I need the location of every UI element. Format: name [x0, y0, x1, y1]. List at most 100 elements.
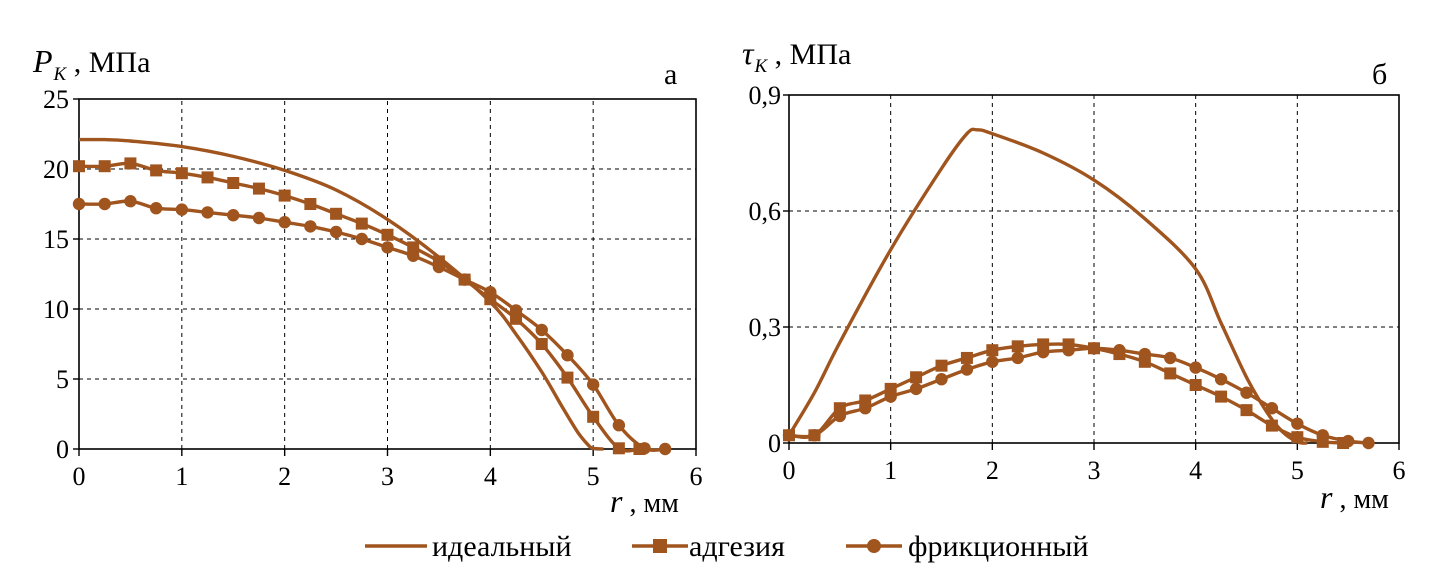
y-axis-label: τK , МПа: [742, 35, 851, 77]
data-point-circle-2: [833, 409, 847, 423]
legend-label-2: фрикционный: [908, 530, 1089, 563]
data-point-circle-1: [98, 197, 111, 211]
y-tick-label-1: 0,3: [749, 313, 782, 342]
chart-panel-b: 0 1 2 3 4 5 6 0 0,3 0,6 0,9 τK , МПа б r , мм: [742, 35, 1406, 515]
x-tick-label-1: 1: [884, 456, 897, 485]
data-point-circle-19: [1265, 402, 1279, 415]
data-point-circle-8: [986, 355, 999, 368]
series-line-square-1: [78, 161, 640, 453]
data-point-circle-23: [1362, 436, 1375, 450]
data-point-circle-4: [884, 390, 897, 403]
legend-label-1: адгезия: [689, 530, 785, 563]
x-axis-label: r , мм: [1320, 479, 1389, 515]
data-point-circle-21: [1316, 429, 1329, 442]
data-point-square-3: [150, 164, 163, 177]
panel-letter: а: [664, 58, 677, 91]
data-point-square-12: [381, 228, 394, 241]
y-tick-label-3: 15: [43, 225, 69, 254]
data-point-circle-9: [1011, 351, 1024, 365]
data-point-square-0: [73, 160, 85, 173]
data-point-circle-22: [1341, 434, 1355, 448]
data-point-circle-21: [612, 419, 626, 432]
x-tick-label-3: 3: [1088, 456, 1101, 485]
y-axis-label: PK , МПа: [32, 43, 150, 85]
x-tick-label-5: 5: [587, 462, 600, 491]
data-point-circle-11: [355, 232, 368, 246]
x-tick-label-4: 4: [1189, 456, 1202, 485]
data-point-square-17: [510, 312, 523, 325]
data-point-square-6: [935, 359, 948, 372]
data-point-circle-1: [808, 429, 821, 442]
y-tick-label-0: 0: [56, 435, 69, 464]
legend: идеальный адгезия фрикционный: [365, 530, 1089, 563]
x-tick-label-4: 4: [484, 462, 497, 491]
x-axis-label: r , мм: [610, 483, 679, 519]
data-point-square-11: [355, 217, 368, 230]
data-point-square-9: [304, 198, 317, 210]
y-tick-label-3: 0,9: [749, 81, 782, 110]
data-point-circle-12: [1087, 342, 1101, 355]
data-point-square-20: [1291, 431, 1304, 444]
data-point-circle-4: [175, 203, 189, 216]
x-tick-label-2: 2: [278, 462, 291, 491]
data-point-circle-8: [278, 216, 291, 229]
data-point-square-6: [227, 177, 240, 189]
data-point-square-1: [98, 160, 111, 173]
data-point-circle-7: [252, 211, 266, 225]
legend-marker-circle: [867, 539, 881, 553]
data-point-circle-20: [586, 378, 600, 391]
data-point-circle-20: [1291, 417, 1304, 430]
data-point-circle-18: [535, 323, 548, 337]
data-point-circle-15: [458, 273, 471, 286]
data-point-square-10: [330, 207, 343, 220]
data-point-circle-11: [1062, 344, 1075, 357]
data-point-circle-13: [407, 249, 420, 262]
data-point-circle-17: [1214, 373, 1228, 386]
x-tick-label-6: 6: [690, 462, 703, 491]
y-tick-label-0: 0: [768, 429, 781, 458]
legend-marker-square: [653, 539, 667, 553]
x-tick-label-0: 0: [783, 456, 796, 485]
data-point-square-20: [587, 410, 600, 423]
x-tick-label-2: 2: [986, 456, 999, 485]
y-tick-label-2: 0,6: [749, 197, 782, 226]
series-line-square-1: [788, 342, 1344, 445]
data-point-circle-14: [432, 260, 446, 274]
x-tick-label-6: 6: [1393, 456, 1406, 485]
x-tick-label-3: 3: [381, 462, 394, 491]
y-tick-label-2: 10: [43, 295, 69, 324]
series-line-none-0: [787, 127, 1308, 445]
y-tick-label-1: 5: [56, 365, 69, 394]
data-point-circle-16: [1189, 361, 1202, 374]
data-point-square-21: [612, 442, 625, 455]
data-point-circle-13: [1113, 344, 1126, 357]
data-point-square-7: [960, 351, 973, 364]
panel-letter: б: [1372, 58, 1387, 91]
data-point-square-7: [252, 182, 265, 195]
data-point-square-2: [124, 157, 137, 170]
x-tick-label-5: 5: [1291, 456, 1304, 485]
data-point-circle-0: [72, 197, 86, 211]
data-point-circle-5: [201, 206, 214, 219]
data-point-circle-6: [935, 373, 948, 386]
data-point-circle-2: [124, 195, 137, 208]
data-point-square-15: [1164, 367, 1177, 380]
data-point-circle-10: [329, 225, 343, 239]
data-point-square-5: [910, 371, 923, 384]
series-line-circle-2: [78, 199, 666, 452]
data-point-circle-9: [304, 220, 317, 233]
x-tick-label-1: 1: [175, 462, 188, 491]
data-point-circle-22: [638, 442, 651, 455]
data-point-circle-17: [509, 304, 523, 317]
data-point-square-19: [1265, 419, 1278, 432]
data-point-circle-15: [1164, 351, 1177, 365]
data-point-square-9: [1011, 340, 1024, 353]
data-point-square-18: [1240, 404, 1253, 417]
data-point-circle-23: [658, 442, 672, 456]
y-tick-label-4: 20: [43, 155, 69, 184]
data-point-square-8: [278, 189, 291, 202]
data-point-circle-14: [1138, 347, 1152, 361]
data-point-square-18: [535, 338, 548, 350]
